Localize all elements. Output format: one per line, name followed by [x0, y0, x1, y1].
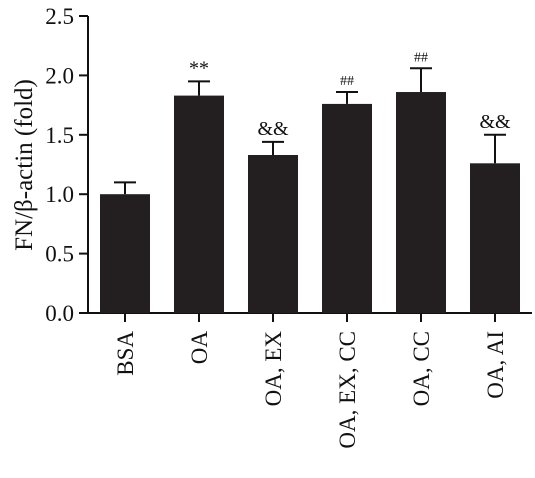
y-tick-label: 0.5 — [45, 242, 74, 267]
x-tick-label: OA, EX, CC — [335, 331, 360, 449]
tick-labels: 0.0 0.5 1.0 1.5 2.0 2.5 BSA ** OA && OA, EX ## OA, E… — [45, 4, 511, 449]
y-tick-label: 0.0 — [45, 301, 74, 326]
x-tick-label: OA, CC — [409, 331, 434, 406]
bar — [174, 95, 224, 313]
bar — [100, 194, 150, 313]
bar — [248, 154, 298, 313]
axes — [79, 15, 532, 322]
bar — [470, 163, 520, 313]
x-tick-label: OA — [187, 331, 212, 365]
significance-label: ## — [414, 50, 428, 65]
significance-label: ** — [189, 57, 209, 79]
y-tick-label: 2.0 — [45, 63, 74, 88]
significance-label: ## — [340, 74, 354, 89]
significance-label: && — [257, 118, 289, 140]
bars — [100, 67, 520, 313]
significance-label: && — [479, 111, 511, 133]
y-tick-label: 1.0 — [45, 182, 74, 207]
y-tick-label: 2.5 — [45, 4, 74, 29]
y-axis-label: FN/β-actin (fold) — [11, 79, 38, 251]
bar — [322, 103, 372, 313]
x-tick-label: OA, EX — [261, 331, 286, 407]
bar — [396, 92, 446, 313]
y-tick-label: 1.5 — [45, 123, 74, 148]
x-tick-label: OA, AI — [483, 331, 508, 399]
x-tick-label: BSA — [113, 331, 138, 376]
